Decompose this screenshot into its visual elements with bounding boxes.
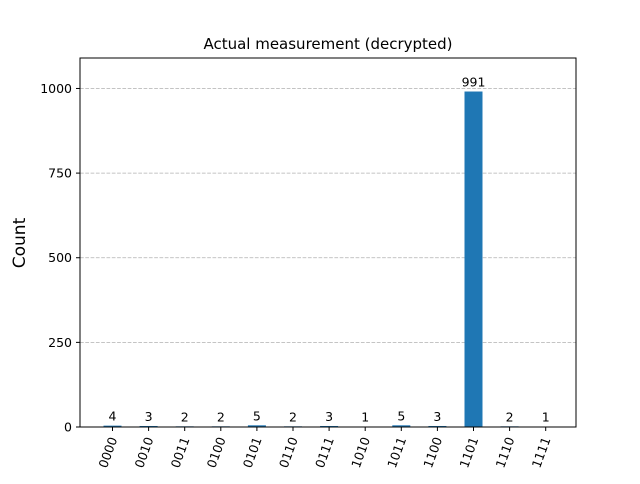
x-tick-label: 1010 [348, 435, 373, 470]
plot-frame [80, 58, 576, 427]
data-label: 5 [253, 408, 261, 423]
data-label: 3 [325, 409, 333, 424]
y-tick-label: 250 [48, 335, 72, 350]
x-tick-label: 0110 [276, 435, 301, 470]
data-label: 5 [397, 408, 405, 423]
bars [104, 92, 555, 427]
x-tick-label: 1111 [529, 435, 554, 470]
data-label: 2 [181, 409, 189, 424]
gridlines [80, 88, 576, 342]
y-ticks: 0 250 500 750 1000 [40, 81, 80, 435]
y-tick-label: 0 [64, 420, 72, 435]
x-tick-label: 0000 [95, 435, 120, 470]
y-tick-label: 500 [48, 250, 72, 265]
data-label: 991 [462, 75, 486, 90]
chart-title: Actual measurement (decrypted) [203, 35, 452, 53]
x-ticks: 0000 0010 0011 0100 0101 0110 0111 1010 1011 1100… [95, 427, 553, 470]
data-label: 2 [506, 409, 514, 424]
data-label: 3 [145, 409, 153, 424]
axes [80, 58, 576, 427]
y-tick-label: 1000 [40, 81, 72, 96]
x-tick-label: 1101 [456, 435, 481, 470]
data-label: 4 [109, 409, 117, 424]
x-tick-label: 1110 [492, 435, 517, 470]
x-tick-label: 0011 [168, 435, 193, 470]
x-tick-label: 1100 [420, 435, 445, 470]
data-label: 1 [542, 410, 550, 425]
x-tick-label: 0111 [312, 435, 337, 470]
y-tick-label: 750 [48, 166, 72, 181]
x-tick-label: 1011 [384, 435, 409, 470]
bar [465, 92, 483, 427]
y-axis-label: Count [10, 217, 30, 268]
data-label: 1 [361, 410, 369, 425]
data-label: 3 [433, 409, 441, 424]
data-label: 2 [289, 409, 297, 424]
x-tick-label: 0101 [240, 435, 265, 470]
x-tick-label: 0100 [204, 435, 229, 470]
data-label: 2 [217, 409, 225, 424]
data-labels: 4 3 2 2 5 2 3 1 5 3 991 2 1 [109, 75, 550, 425]
x-tick-label: 0010 [131, 435, 156, 470]
